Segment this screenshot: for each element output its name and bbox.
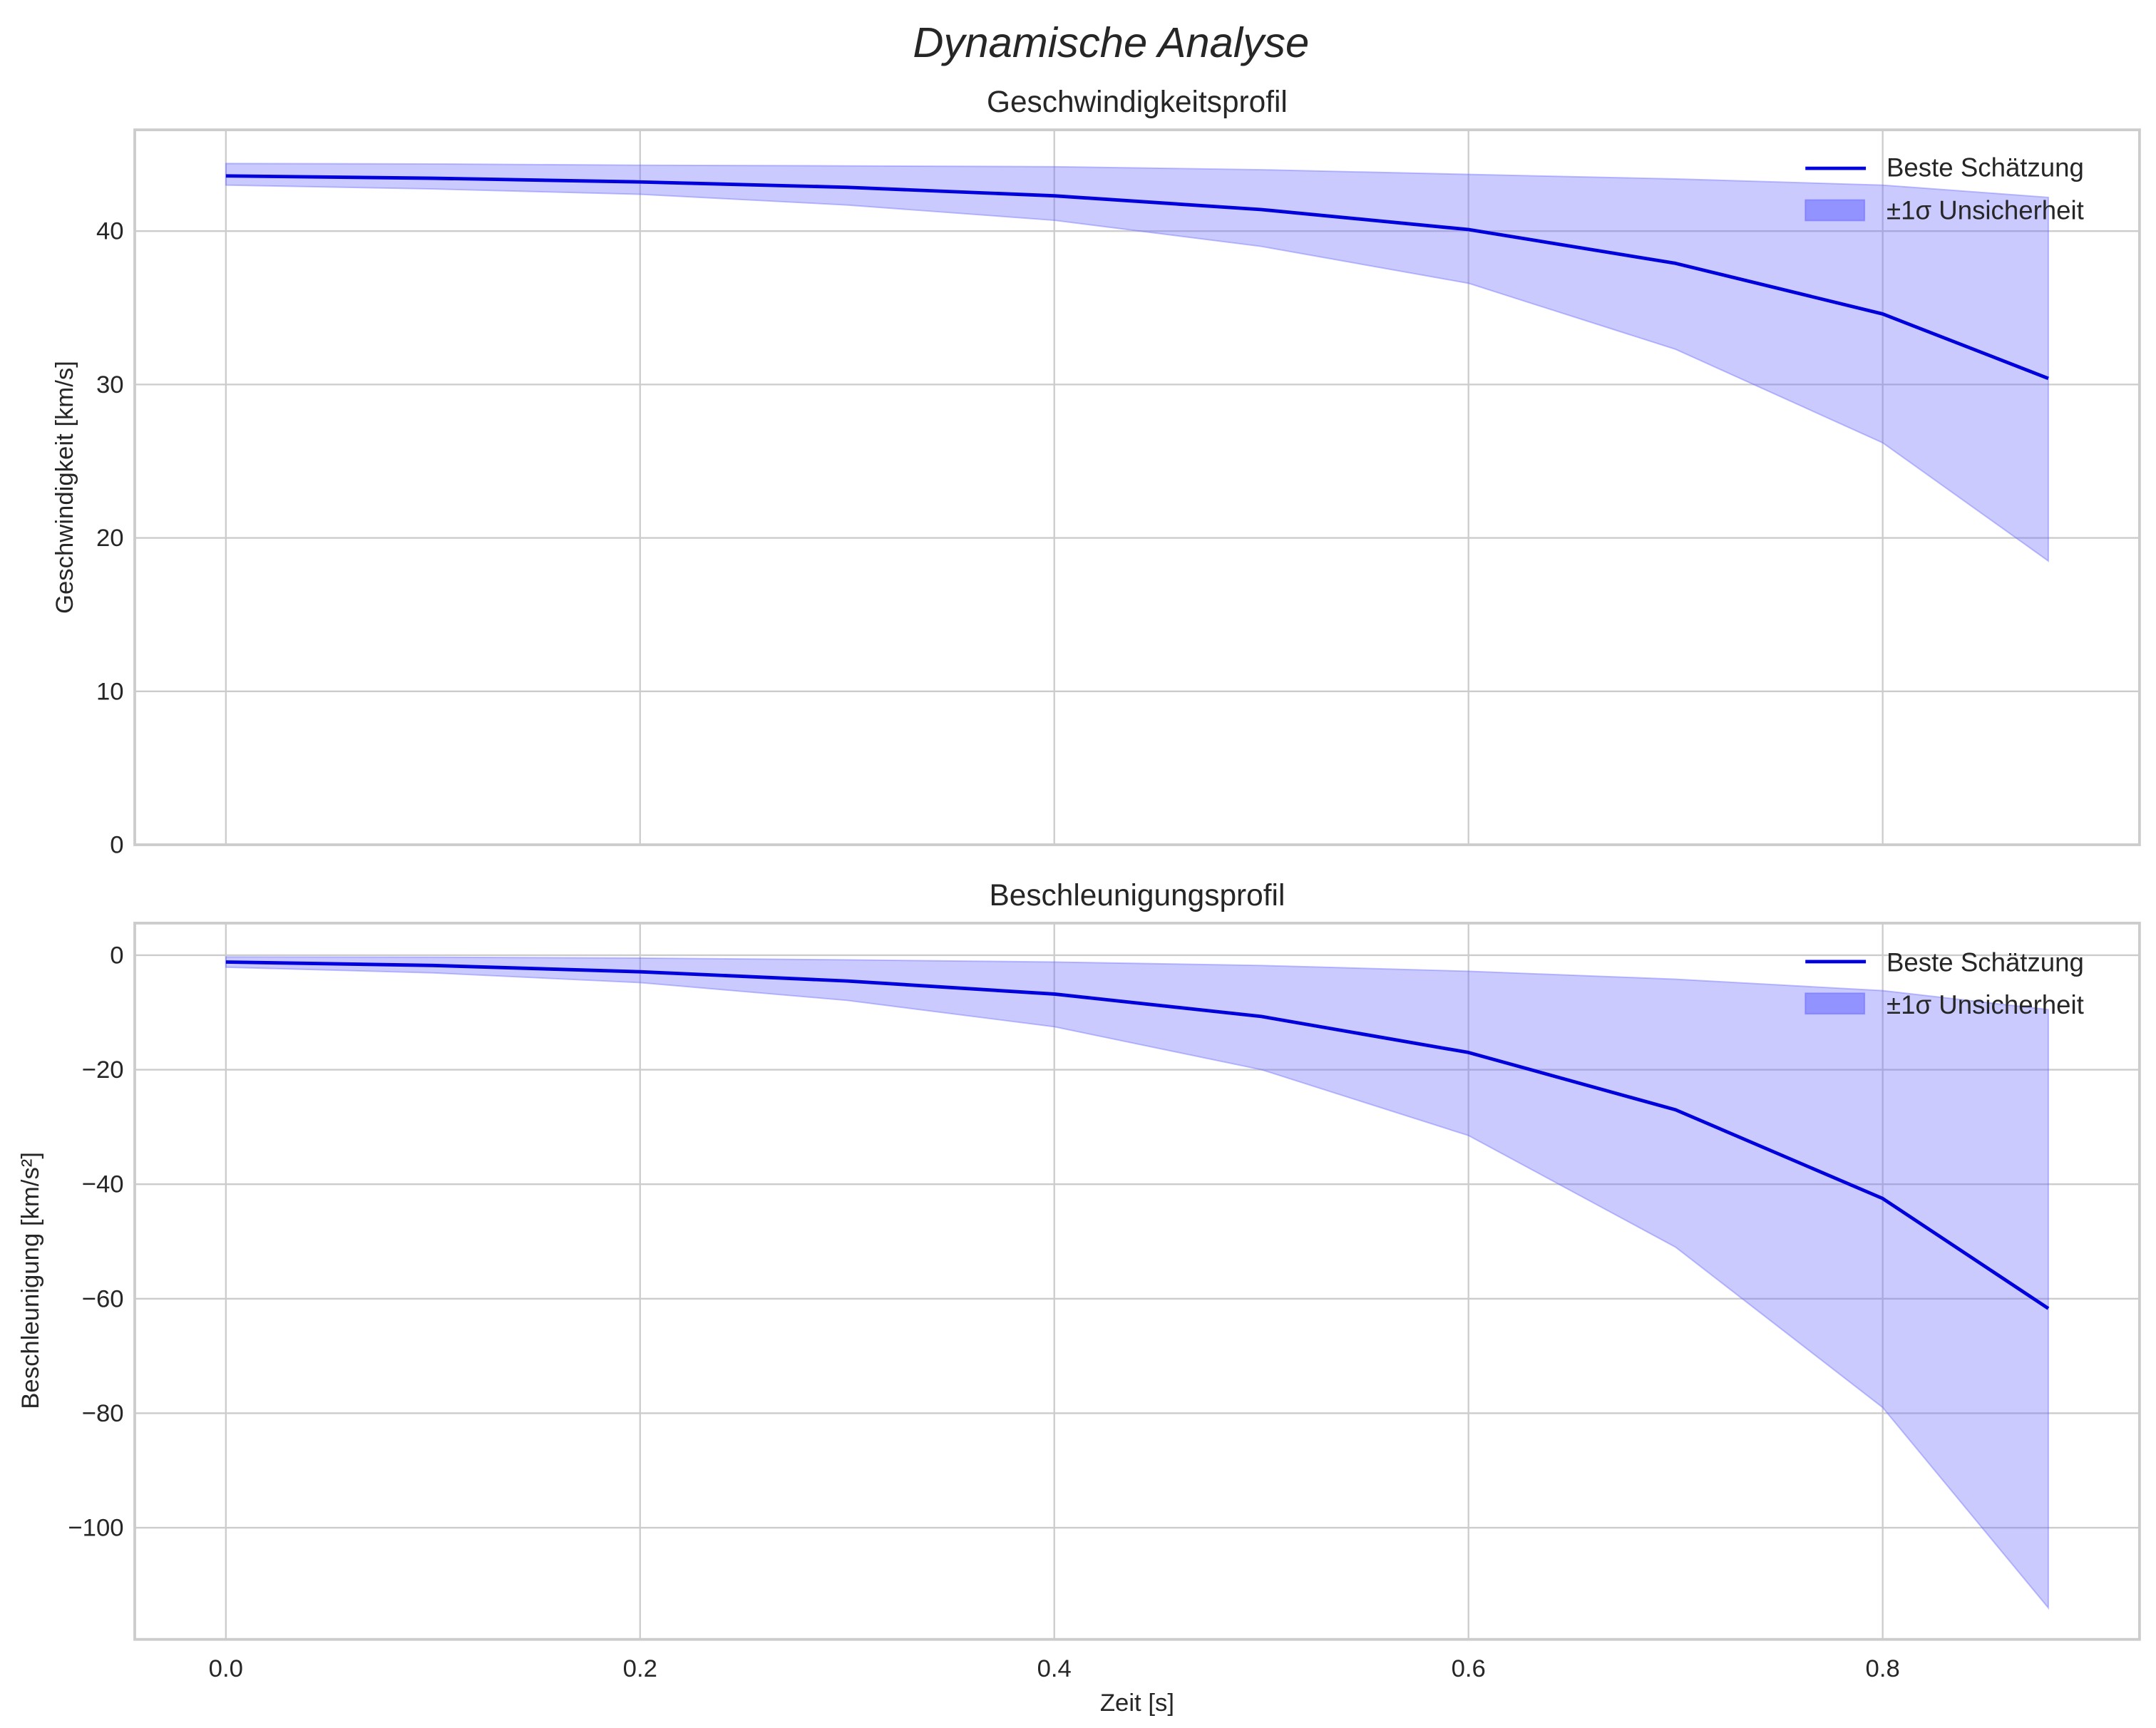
y-tick-label: 40 (96, 218, 124, 245)
best-estimate-line (225, 174, 2049, 381)
acceleration-axes-frame (133, 922, 2141, 1641)
x-tick-label: 0.0 (209, 1655, 243, 1682)
acceleration-legend: Beste Schätzung ±1σ Unsicherheit (1805, 947, 2084, 1019)
legend-band-label: ±1σ Unsicherheit (1886, 196, 2084, 225)
y-tick-label: −40 (82, 1171, 124, 1198)
y-tick-label: 10 (96, 678, 124, 705)
x-tick-label: 0.6 (1452, 1655, 1486, 1682)
y-tick-label: −100 (68, 1515, 123, 1542)
acceleration-y-axis-label: Beschleunigung [km/s²] (17, 1152, 44, 1409)
acceleration-panel-title: Beschleunigungsprofil (989, 878, 1285, 912)
y-tick-label: −80 (82, 1400, 124, 1427)
legend-band-swatch-icon (1805, 199, 1866, 222)
x-axis-label: Zeit [s] (1100, 1690, 1174, 1717)
acceleration-panel: Beschleunigungsprofil 0−20−40−60−80−100 … (17, 878, 2141, 1717)
x-tick-label: 0.8 (1866, 1655, 1900, 1682)
legend-band-swatch-icon (1805, 992, 1866, 1015)
y-tick-label: 0 (110, 832, 123, 859)
velocity-panel: Geschwindigkeitsprofil 0 10 20 30 40 Geschwi… (51, 85, 2141, 859)
y-tick-label: 30 (96, 371, 124, 398)
x-tick-label: 0.2 (623, 1655, 657, 1682)
figure-suptitle: Dynamische Analyse (913, 19, 1309, 66)
velocity-panel-title: Geschwindigkeitsprofil (987, 85, 1288, 118)
legend-line-label: Beste Schätzung (1886, 947, 2084, 977)
y-tick-label: −60 (82, 1285, 124, 1312)
legend-line-label: Beste Schätzung (1886, 153, 2084, 182)
y-tick-label: 20 (96, 525, 124, 552)
velocity-y-axis-label: Geschwindigkeit [km/s] (51, 361, 78, 614)
y-tick-label: 0 (110, 942, 123, 969)
legend-band-label: ±1σ Unsicherheit (1886, 990, 2084, 1019)
y-tick-label: −20 (82, 1056, 124, 1084)
velocity-legend: Beste Schätzung ±1σ Unsicherheit (1805, 153, 2084, 225)
x-tick-label: 0.4 (1037, 1655, 1072, 1682)
uncertainty-band (225, 956, 2049, 1610)
velocity-axes-frame (133, 128, 2141, 846)
uncertainty-band (225, 163, 2049, 562)
best-estimate-line (225, 960, 2050, 1310)
